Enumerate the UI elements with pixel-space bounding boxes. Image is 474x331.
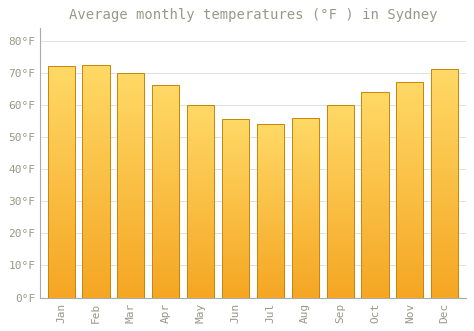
Bar [47, 66, 75, 298]
Bar [361, 92, 389, 298]
Bar [222, 119, 249, 298]
Bar [187, 105, 214, 298]
Bar [257, 124, 284, 298]
Bar [431, 70, 458, 298]
Bar [82, 65, 109, 298]
Title: Average monthly temperatures (°F ) in Sydney: Average monthly temperatures (°F ) in Sy… [69, 8, 437, 22]
Bar [152, 85, 179, 298]
Bar [396, 82, 423, 298]
Bar [327, 105, 354, 298]
Bar [292, 118, 319, 298]
Bar [117, 72, 145, 298]
